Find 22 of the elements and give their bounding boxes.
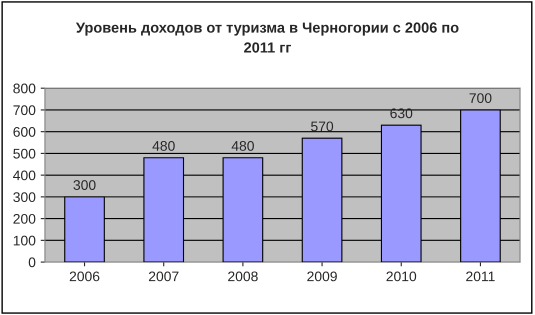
y-tick-label: 200 — [13, 214, 36, 224]
data-label: 300 — [73, 180, 96, 190]
x-tick-label: 2008 — [228, 271, 258, 282]
y-tick-label: 700 — [13, 105, 36, 116]
data-label: 630 — [390, 108, 412, 118]
y-tick-label: 100 — [14, 236, 36, 246]
data-label: 480 — [152, 141, 175, 151]
y-tick-label: 500 — [13, 148, 36, 159]
x-tick-label: 2011 — [466, 271, 495, 282]
x-tick-label: 2007 — [148, 271, 178, 282]
y-tick-label: 300 — [13, 192, 36, 202]
x-tick-label: 2010 — [386, 271, 416, 282]
y-tick-label: 800 — [13, 84, 36, 94]
data-label: 570 — [311, 121, 334, 132]
data-label: 700 — [470, 93, 492, 104]
x-tick-label: 2009 — [307, 271, 337, 282]
data-label: 480 — [232, 141, 254, 151]
y-tick-label: 600 — [13, 127, 36, 137]
y-tick-label: 0 — [28, 257, 36, 268]
y-tick-label: 400 — [13, 170, 36, 180]
x-tick-label: 2006 — [70, 271, 100, 282]
chart-title: Уровень доходов от туризма в Черногории с 2006 по 2011 гг — [76, 22, 459, 53]
